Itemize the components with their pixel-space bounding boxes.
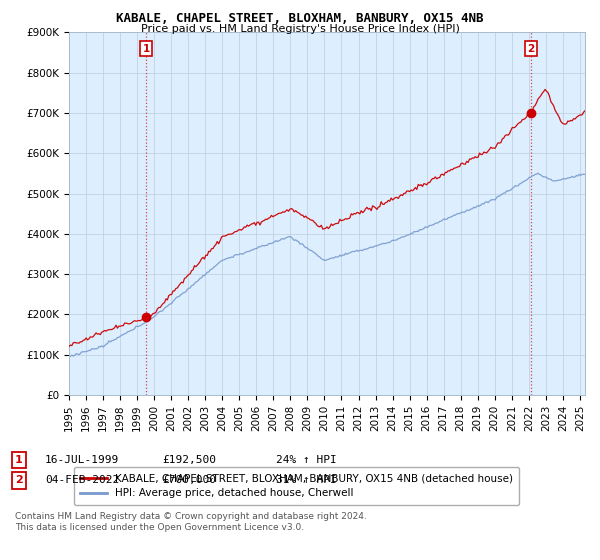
Text: 04-FEB-2022: 04-FEB-2022 — [45, 475, 119, 486]
Text: 16-JUL-1999: 16-JUL-1999 — [45, 455, 119, 465]
Text: 1: 1 — [142, 44, 149, 54]
Text: 1: 1 — [15, 455, 23, 465]
Text: KABALE, CHAPEL STREET, BLOXHAM, BANBURY, OX15 4NB: KABALE, CHAPEL STREET, BLOXHAM, BANBURY,… — [116, 12, 484, 25]
Text: Contains HM Land Registry data © Crown copyright and database right 2024.
This d: Contains HM Land Registry data © Crown c… — [15, 512, 367, 532]
Text: 2: 2 — [527, 44, 535, 54]
Text: 31% ↑ HPI: 31% ↑ HPI — [276, 475, 337, 486]
Text: 2: 2 — [15, 475, 23, 486]
Text: £192,500: £192,500 — [162, 455, 216, 465]
Text: 24% ↑ HPI: 24% ↑ HPI — [276, 455, 337, 465]
Text: Price paid vs. HM Land Registry's House Price Index (HPI): Price paid vs. HM Land Registry's House … — [140, 24, 460, 34]
Text: £700,000: £700,000 — [162, 475, 216, 486]
Legend: KABALE, CHAPEL STREET, BLOXHAM, BANBURY, OX15 4NB (detached house), HPI: Average: KABALE, CHAPEL STREET, BLOXHAM, BANBURY,… — [74, 467, 519, 505]
